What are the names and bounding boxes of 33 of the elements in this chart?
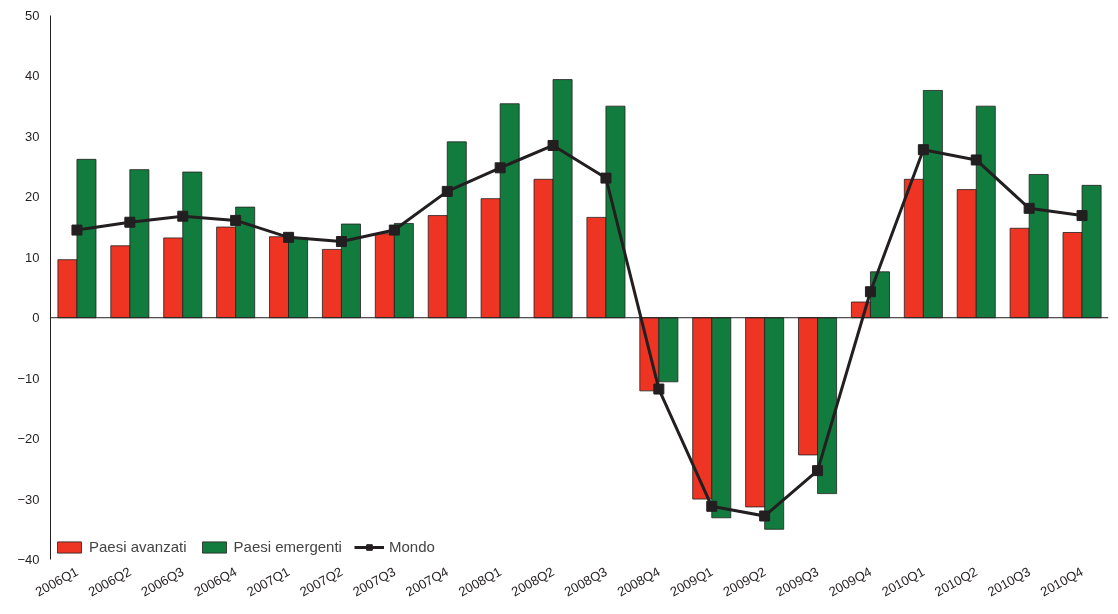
point	[124, 216, 136, 228]
y-tick-label: 10	[25, 249, 40, 265]
y-tick-label: −10	[17, 370, 40, 386]
point	[441, 185, 453, 197]
y-tick-label: 50	[25, 8, 40, 23]
point	[706, 500, 718, 512]
legend-label: Paesi avanzati	[89, 538, 187, 555]
y-tick-label: 20	[25, 189, 40, 205]
point	[230, 214, 242, 226]
y-tick-label: −20	[17, 431, 40, 447]
point	[653, 383, 665, 395]
point	[864, 286, 876, 298]
point	[917, 144, 929, 156]
legend-label: Paesi emergenti	[233, 538, 342, 555]
y-tick-label: 0	[32, 310, 40, 326]
point	[970, 154, 982, 166]
y-tick-label: 40	[25, 68, 40, 84]
point	[388, 224, 400, 236]
point	[283, 231, 295, 243]
point	[335, 236, 347, 248]
point	[547, 139, 559, 151]
y-tick-label: −30	[17, 491, 40, 507]
point	[71, 224, 83, 236]
y-tick-label: 30	[25, 128, 40, 144]
point	[812, 465, 824, 477]
point	[494, 162, 506, 174]
point	[1023, 202, 1035, 214]
legend-label: Mondo	[388, 538, 435, 555]
point	[600, 172, 612, 184]
point	[177, 210, 189, 222]
y-tick-label: −40	[17, 552, 40, 567]
point	[759, 510, 771, 522]
point	[1076, 210, 1088, 222]
